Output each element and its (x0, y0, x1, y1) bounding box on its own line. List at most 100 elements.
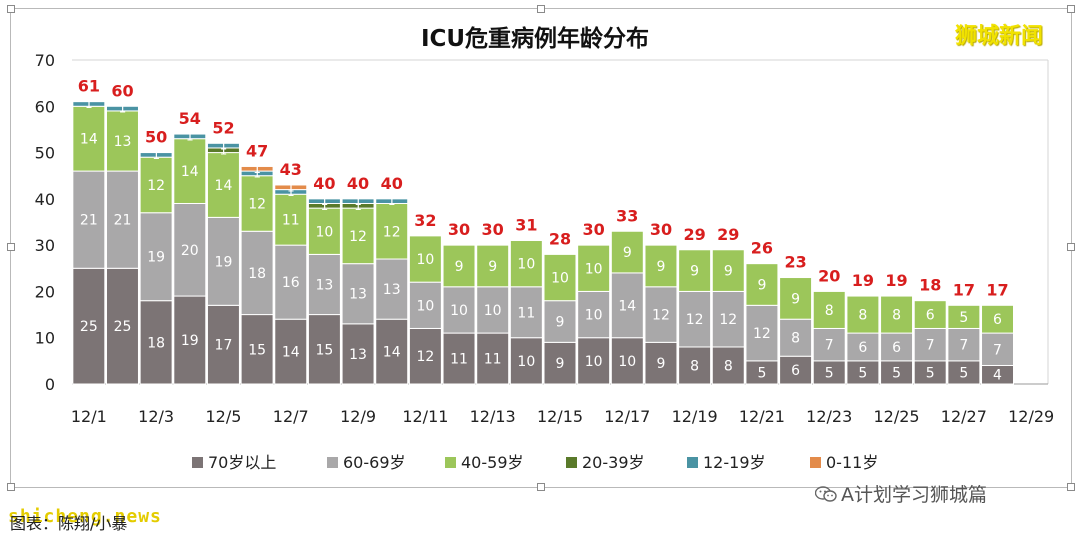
bar-segment (274, 318, 308, 385)
bar-segment (577, 244, 611, 292)
total-label: 18 (919, 276, 941, 295)
y-tick-label: 70 (35, 51, 55, 70)
total-label: 40 (347, 174, 369, 193)
bar-segment (173, 202, 207, 297)
bar-segment-label: 13 (383, 282, 401, 298)
bar-segment-label: 9 (757, 277, 766, 293)
total-label: 61 (78, 77, 100, 96)
bar-segment (509, 286, 543, 339)
bar-segment (408, 327, 442, 385)
x-tick-label: 12/9 (340, 407, 376, 426)
bar-segment-label: 1 (220, 139, 228, 153)
total-label: 19 (885, 271, 907, 290)
bar-segment-label: 5 (892, 365, 901, 381)
legend-swatch (327, 457, 338, 468)
bar-segment (442, 244, 476, 288)
resize-handle-right[interactable] (1067, 243, 1075, 251)
bar-segment-label: 13 (349, 287, 367, 303)
bar-segment-label: 10 (315, 224, 333, 240)
x-tick-label: 12/11 (402, 407, 448, 426)
total-label: 60 (111, 81, 133, 100)
bar-segment (307, 207, 341, 255)
total-label: 32 (414, 211, 436, 230)
bar-segment (105, 170, 139, 269)
resize-handle-bottom-left[interactable] (7, 483, 15, 491)
bar-segment (341, 198, 375, 204)
bar-segment-label: 10 (585, 308, 603, 324)
bar-segment (644, 286, 678, 343)
bar-segment-label: 12 (652, 308, 670, 324)
total-label: 33 (616, 206, 638, 225)
y-tick-label: 10 (35, 329, 55, 348)
resize-handle-bottom[interactable] (537, 483, 545, 491)
resize-handle-bottom-right[interactable] (1067, 483, 1075, 491)
total-label: 30 (448, 220, 470, 239)
bar-segment (105, 267, 139, 385)
bar-segment-label: 1 (321, 199, 329, 213)
bar-segment (307, 198, 341, 204)
wechat-account-name: A计划学习狮城篇 (841, 484, 987, 506)
bar-segment-label: 10 (585, 261, 603, 277)
total-label: 28 (549, 229, 571, 248)
bar-segment (375, 258, 409, 320)
bar-segment-label: 7 (926, 338, 935, 354)
total-label: 30 (650, 220, 672, 239)
bar-segment (543, 341, 577, 385)
bar-segment (577, 290, 611, 339)
bar-segment-label: 10 (450, 303, 468, 319)
bar-segment (543, 300, 577, 343)
bar-segment (543, 253, 577, 302)
chart-title: ICU危重病例年龄分布 (421, 25, 649, 52)
bar-segment-label: 10 (484, 303, 502, 319)
legend-label: 60-69岁 (343, 453, 406, 472)
bar-segment-label: 9 (690, 264, 699, 280)
bar-segment-label: 5 (825, 365, 834, 381)
bar-segment-label: 5 (959, 310, 968, 326)
bar-segment (779, 277, 813, 320)
bar-segment-label: 5 (858, 365, 867, 381)
bar-segment-label: 1 (354, 199, 362, 213)
bar-segment-label: 4 (993, 368, 1002, 384)
total-label: 17 (986, 280, 1008, 299)
bar-segment-label: 14 (181, 164, 199, 180)
resize-handle-top-left[interactable] (7, 5, 15, 13)
bar-segment-label: 1 (186, 129, 194, 143)
bar-segment-label: 6 (892, 340, 901, 356)
bar-segment (880, 295, 914, 334)
total-label: 54 (179, 109, 201, 128)
bar-segment-label: 6 (858, 340, 867, 356)
bar-segment-label: 5 (926, 365, 935, 381)
y-tick-label: 20 (35, 282, 55, 301)
bar-segment-label: 1 (388, 194, 396, 208)
bar-segment (610, 230, 644, 274)
bar-segment (610, 272, 644, 339)
resize-handle-top[interactable] (537, 5, 545, 13)
legend-swatch (566, 457, 577, 468)
bar-segment (678, 249, 712, 292)
bar-segment (341, 323, 375, 385)
bar-segment (913, 300, 947, 329)
bar-segment-label: 15 (248, 342, 266, 358)
bar-segment-label: 8 (892, 308, 901, 324)
wechat-account: A计划学习狮城篇 (815, 480, 987, 507)
bar-segment (644, 244, 678, 288)
bar-segment (274, 193, 308, 246)
legend-label: 0-11岁 (826, 453, 878, 472)
chart-caption: 图表：陈翔/小暴 (10, 514, 128, 533)
legend-swatch (810, 457, 821, 468)
bar-segment (72, 101, 106, 107)
bars-group: 2521141252113118191211920141171914111518… (72, 97, 1015, 385)
bar-segment (206, 304, 240, 385)
x-tick-label: 12/23 (806, 407, 852, 426)
bar-segment-label: 6 (926, 308, 935, 324)
bar-segment-label: 21 (80, 213, 98, 229)
resize-handle-left[interactable] (7, 243, 15, 251)
bar-segment-label: 12 (248, 196, 266, 212)
bar-segment (509, 337, 543, 385)
resize-handle-top-right[interactable] (1067, 5, 1075, 13)
x-tick-label: 12/17 (604, 407, 650, 426)
y-tick-label: 40 (35, 190, 55, 209)
x-tick-label: 12/13 (470, 407, 516, 426)
bar-segment (442, 286, 476, 334)
